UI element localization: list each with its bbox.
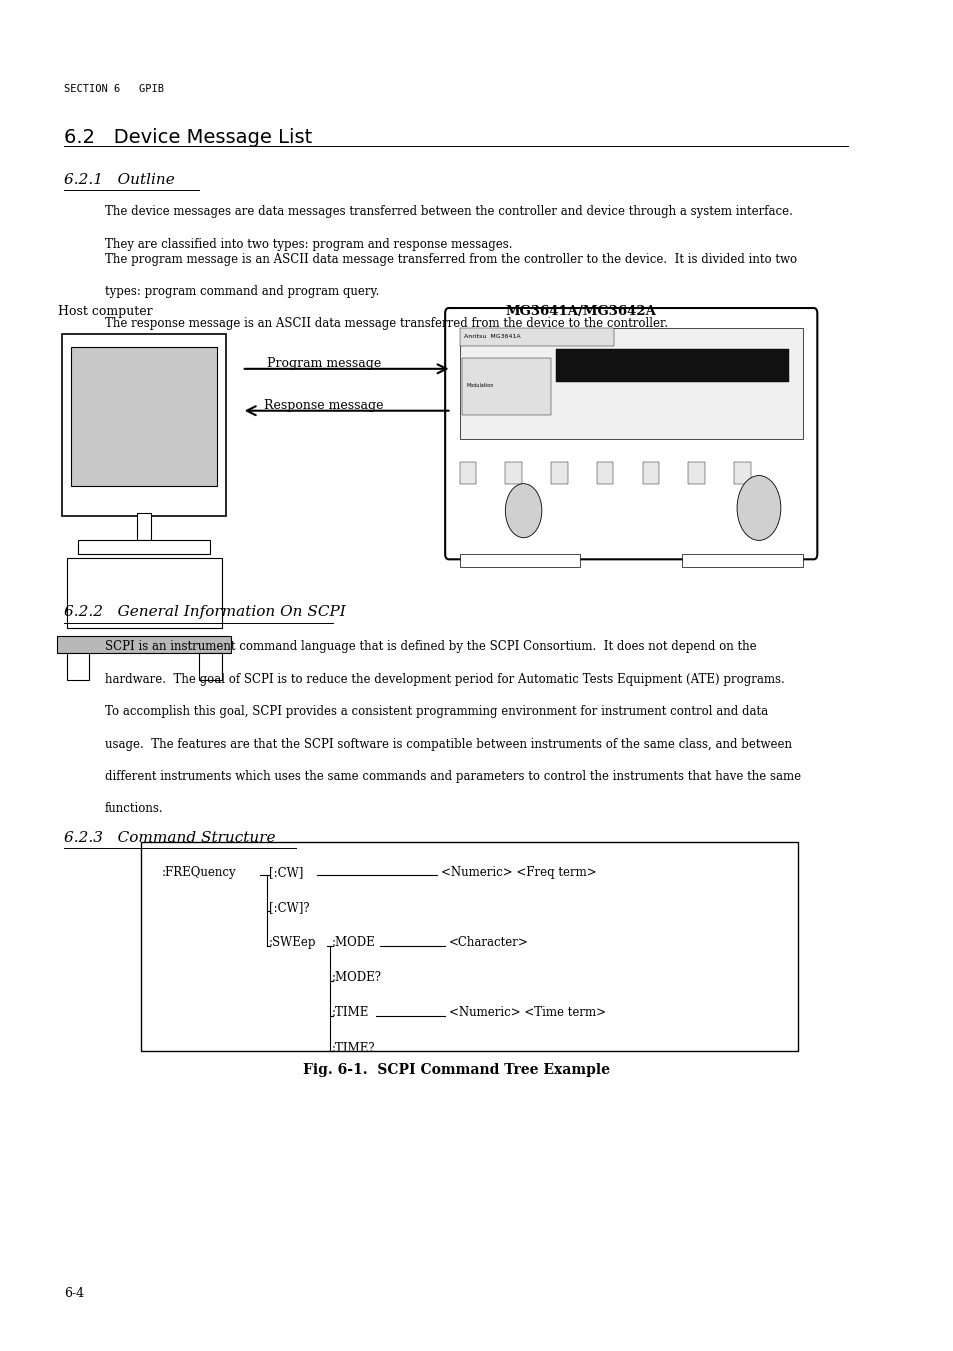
Text: <Numeric> <Freq term>: <Numeric> <Freq term> bbox=[440, 866, 596, 880]
Text: :MODE?: :MODE? bbox=[332, 971, 381, 985]
Bar bbox=[459, 462, 476, 484]
Bar bbox=[459, 328, 801, 439]
Text: [:CW]?: [:CW]? bbox=[269, 901, 310, 915]
Text: To accomplish this goal, SCPI provides a consistent programming environment for : To accomplish this goal, SCPI provides a… bbox=[105, 705, 767, 719]
FancyBboxPatch shape bbox=[445, 308, 817, 559]
Text: Fig. 6-1.  SCPI Command Tree Example: Fig. 6-1. SCPI Command Tree Example bbox=[302, 1063, 609, 1077]
Text: 6-4: 6-4 bbox=[64, 1286, 84, 1300]
Text: Program message: Program message bbox=[267, 357, 380, 370]
Text: 6.2   Device Message List: 6.2 Device Message List bbox=[64, 128, 312, 147]
Text: different instruments which uses the same commands and parameters to control the: different instruments which uses the sam… bbox=[105, 770, 801, 784]
Bar bbox=[461, 358, 550, 415]
Circle shape bbox=[737, 476, 780, 540]
Text: SCPI is an instrument command language that is defined by the SCPI Consortium.  : SCPI is an instrument command language t… bbox=[105, 640, 756, 654]
Text: <Numeric> <Time term>: <Numeric> <Time term> bbox=[448, 1006, 605, 1020]
Circle shape bbox=[505, 484, 541, 538]
FancyBboxPatch shape bbox=[62, 334, 226, 516]
Bar bbox=[67, 653, 90, 680]
Text: 6.2.2   General Information On SCPI: 6.2.2 General Information On SCPI bbox=[64, 605, 345, 619]
Text: types: program command and program query.: types: program command and program query… bbox=[105, 285, 379, 299]
Text: SECTION 6   GPIB: SECTION 6 GPIB bbox=[64, 84, 164, 93]
Text: usage.  The features are that the SCPI software is compatible between instrument: usage. The features are that the SCPI so… bbox=[105, 738, 791, 751]
Bar bbox=[136, 513, 152, 540]
Bar bbox=[642, 462, 659, 484]
Text: Anritsu  MG3641A: Anritsu MG3641A bbox=[464, 334, 520, 339]
Bar bbox=[459, 554, 579, 567]
Text: The program message is an ASCII data message transferred from the controller to : The program message is an ASCII data mes… bbox=[105, 253, 796, 266]
Bar bbox=[556, 349, 788, 382]
Text: The device messages are data messages transferred between the controller and dev: The device messages are data messages tr… bbox=[105, 205, 792, 219]
Text: functions.: functions. bbox=[105, 802, 163, 816]
Bar bbox=[551, 462, 567, 484]
Text: :TIME?: :TIME? bbox=[332, 1042, 375, 1055]
Bar bbox=[734, 462, 750, 484]
Bar bbox=[78, 540, 210, 554]
Bar bbox=[681, 554, 801, 567]
Text: :FREQuency: :FREQuency bbox=[161, 866, 235, 880]
Text: Host computer: Host computer bbox=[57, 305, 152, 319]
Text: hardware.  The goal of SCPI is to reduce the development period for Automatic Te: hardware. The goal of SCPI is to reduce … bbox=[105, 673, 783, 686]
Bar bbox=[505, 462, 521, 484]
Text: Response message: Response message bbox=[264, 399, 383, 412]
FancyBboxPatch shape bbox=[141, 842, 798, 1051]
Bar bbox=[67, 558, 221, 628]
FancyBboxPatch shape bbox=[71, 347, 217, 486]
Text: [:CW]: [:CW] bbox=[269, 866, 303, 880]
Text: MG3641A/MG3642A: MG3641A/MG3642A bbox=[505, 305, 656, 319]
Text: <Character>: <Character> bbox=[448, 936, 528, 950]
Text: They are classified into two types: program and response messages.: They are classified into two types: prog… bbox=[105, 238, 512, 251]
Text: 6.2.1   Outline: 6.2.1 Outline bbox=[64, 173, 174, 186]
Text: The response message is an ASCII data message transferred from the device to the: The response message is an ASCII data me… bbox=[105, 317, 667, 331]
Bar bbox=[57, 636, 231, 653]
Text: :MODE: :MODE bbox=[332, 936, 375, 950]
Text: :SWEep: :SWEep bbox=[269, 936, 316, 950]
Bar bbox=[688, 462, 704, 484]
Bar bbox=[198, 653, 221, 680]
Text: :TIME: :TIME bbox=[332, 1006, 369, 1020]
Bar bbox=[459, 328, 614, 346]
Text: 6.2.3   Command Structure: 6.2.3 Command Structure bbox=[64, 831, 275, 844]
Bar bbox=[597, 462, 613, 484]
Text: Modulation: Modulation bbox=[466, 382, 493, 388]
